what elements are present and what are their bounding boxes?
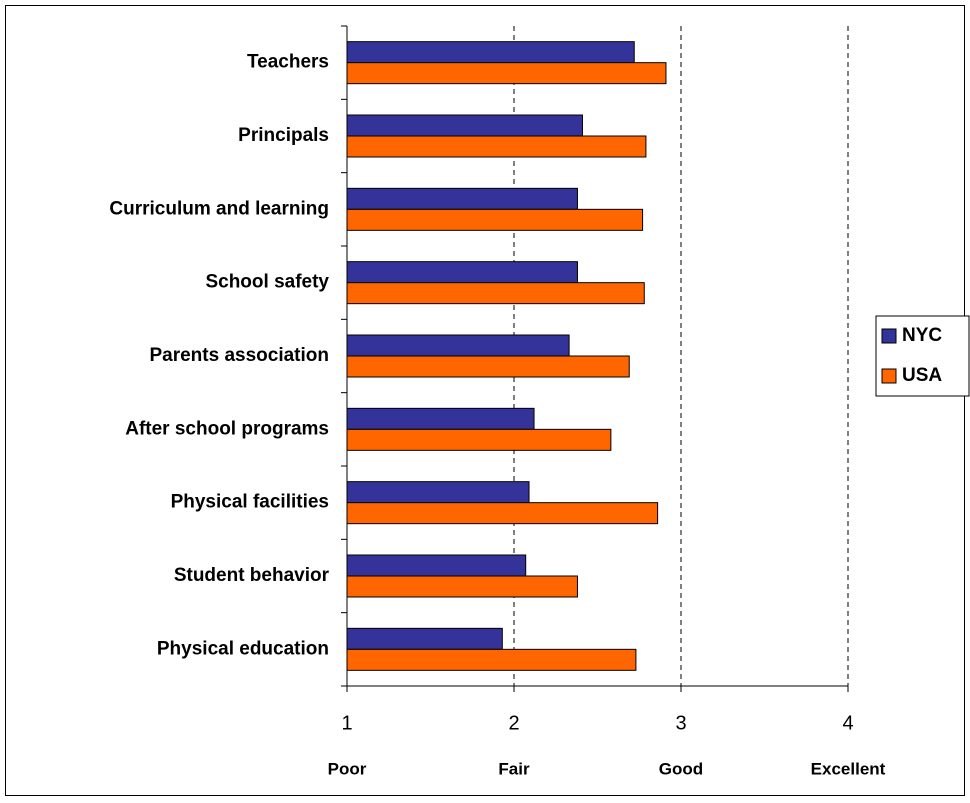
bar <box>346 407 535 430</box>
x-tick-label: 3 <box>675 712 686 734</box>
legend-label: NYC <box>902 325 942 346</box>
bar <box>346 114 583 137</box>
bar <box>346 648 637 671</box>
x-tick-label: 4 <box>842 712 853 734</box>
x-tick-description: Fair <box>498 759 530 778</box>
bar <box>346 355 630 378</box>
bar <box>346 135 647 158</box>
legend-label: USA <box>902 365 942 386</box>
y-tick-label: Principals <box>238 125 329 146</box>
x-tick-label: 2 <box>508 712 519 734</box>
bar <box>346 554 527 577</box>
legend-swatch <box>881 328 897 344</box>
y-tick-label: Student behavior <box>174 565 330 586</box>
bar <box>346 208 644 231</box>
bar <box>346 481 530 504</box>
x-tick-label: 1 <box>341 712 352 734</box>
bar <box>346 261 578 284</box>
y-tick-label: Physical facilities <box>171 492 329 513</box>
bar <box>346 62 667 85</box>
bar <box>346 502 659 525</box>
bar <box>346 334 570 357</box>
bar <box>346 428 612 451</box>
x-tick-description: Poor <box>328 759 367 778</box>
bar <box>346 575 578 598</box>
y-tick-label: Curriculum and learning <box>109 198 329 219</box>
y-tick-label: Parents association <box>149 345 329 366</box>
bar <box>346 41 635 64</box>
bar <box>346 282 645 305</box>
y-tick-label: Physical education <box>157 638 329 659</box>
bar <box>346 627 503 650</box>
y-tick-label: After school programs <box>125 418 329 439</box>
bar <box>346 187 578 210</box>
chart-border <box>5 5 965 796</box>
y-tick-label: Teachers <box>247 52 329 73</box>
legend-swatch <box>881 368 897 384</box>
x-tick-description: Excellent <box>811 759 886 778</box>
x-tick-description: Good <box>659 759 703 778</box>
y-tick-label: School safety <box>205 272 329 293</box>
